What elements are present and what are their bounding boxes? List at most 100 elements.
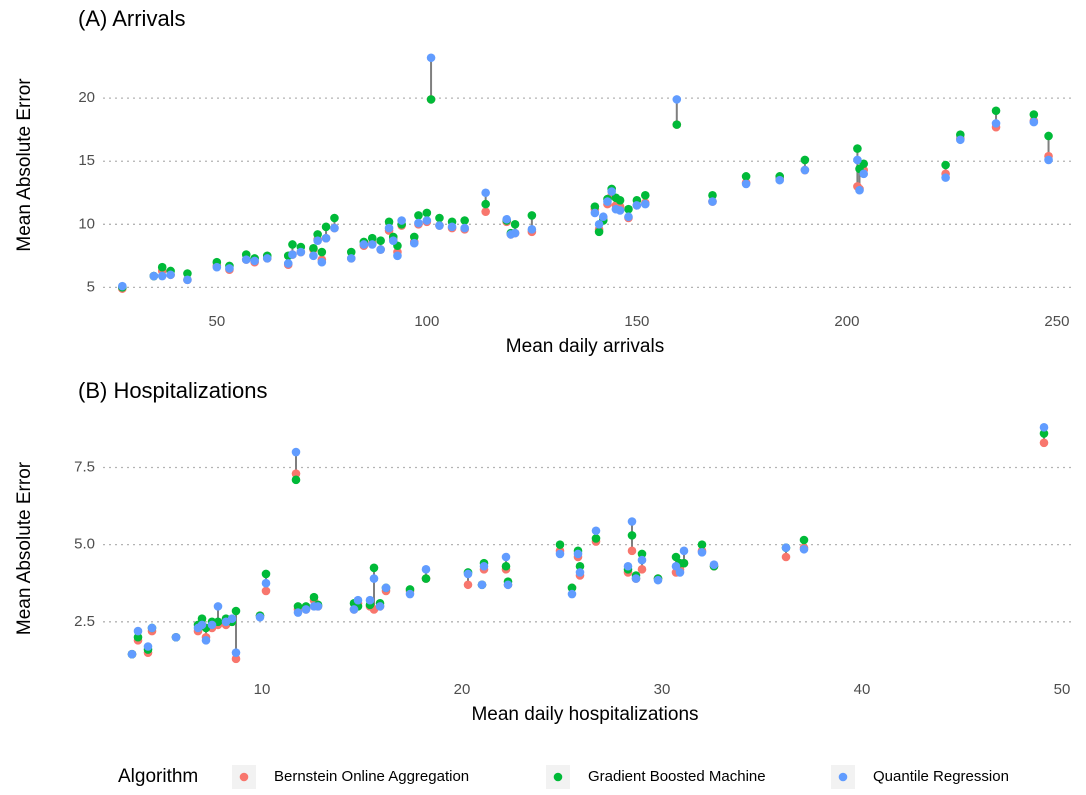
- point: [426, 53, 436, 63]
- point: [477, 580, 487, 590]
- point: [435, 213, 444, 223]
- point: [591, 526, 601, 536]
- point: [627, 531, 637, 540]
- point: [291, 469, 301, 478]
- point: [288, 240, 297, 249]
- legend-swatch: [838, 772, 848, 782]
- point: [675, 568, 685, 577]
- point: [369, 563, 379, 573]
- point: [133, 632, 143, 642]
- point: [409, 232, 419, 242]
- x-tick-label: 20: [454, 681, 471, 698]
- point: [313, 602, 323, 611]
- point: [502, 214, 511, 224]
- point: [421, 565, 431, 574]
- point: [591, 534, 601, 543]
- point: [262, 254, 272, 263]
- y-tick-label: 5: [87, 278, 95, 295]
- point: [859, 159, 869, 169]
- point: [157, 262, 167, 272]
- point: [231, 648, 241, 657]
- point: [460, 223, 469, 233]
- point: [346, 254, 356, 263]
- point: [291, 447, 301, 457]
- point: [575, 561, 585, 571]
- point: [527, 211, 537, 220]
- point: [510, 219, 520, 229]
- point: [367, 233, 377, 243]
- point: [291, 475, 301, 485]
- point: [261, 586, 271, 596]
- point: [1044, 155, 1053, 165]
- point: [133, 626, 143, 636]
- point: [671, 561, 681, 571]
- point: [632, 201, 642, 210]
- point: [197, 614, 207, 624]
- point: [414, 218, 423, 228]
- point: [460, 216, 469, 225]
- point: [941, 173, 950, 182]
- x-tick-label: 40: [854, 681, 871, 698]
- point: [241, 255, 251, 264]
- point: [384, 223, 394, 233]
- point: [376, 236, 385, 246]
- point: [573, 549, 583, 559]
- x-tick-label: 50: [208, 313, 225, 330]
- x-tick-label: 250: [1044, 313, 1069, 330]
- point: [501, 552, 511, 562]
- point: [594, 219, 604, 229]
- panel-title: (B) Hospitalizations: [78, 378, 268, 403]
- point: [859, 169, 869, 179]
- point: [422, 208, 432, 218]
- point: [301, 605, 311, 614]
- x-tick-label: 100: [414, 313, 439, 330]
- point: [590, 208, 600, 218]
- point: [212, 262, 222, 272]
- point: [853, 155, 862, 165]
- point: [575, 568, 585, 577]
- point: [1039, 438, 1049, 448]
- point: [598, 212, 608, 222]
- point: [359, 240, 369, 249]
- point: [367, 240, 377, 249]
- point: [321, 233, 331, 243]
- point: [397, 216, 406, 225]
- point: [157, 271, 167, 281]
- point: [201, 636, 211, 645]
- point: [183, 269, 192, 278]
- point: [293, 602, 303, 611]
- point: [426, 95, 436, 104]
- point: [309, 251, 318, 261]
- point: [671, 552, 681, 562]
- point: [213, 602, 223, 611]
- point: [381, 583, 391, 593]
- point: [672, 95, 682, 104]
- point: [293, 608, 303, 617]
- point: [197, 620, 207, 630]
- point: [481, 207, 490, 216]
- x-axis-label: Mean daily arrivals: [506, 336, 664, 357]
- point: [349, 605, 359, 614]
- point: [384, 217, 394, 227]
- point: [615, 196, 625, 205]
- point: [708, 197, 717, 206]
- point: [637, 565, 647, 574]
- x-tick-label: 10: [254, 681, 271, 698]
- point: [479, 561, 489, 571]
- point: [800, 165, 810, 175]
- point: [709, 560, 719, 570]
- point: [615, 206, 625, 215]
- point: [255, 612, 265, 622]
- point: [463, 580, 473, 590]
- point: [631, 574, 641, 583]
- point: [624, 212, 633, 222]
- point: [1039, 429, 1049, 438]
- point: [775, 175, 785, 185]
- legend-title: Algorithm: [118, 766, 198, 787]
- point: [405, 589, 415, 599]
- point: [481, 199, 490, 209]
- point: [697, 540, 707, 549]
- point: [781, 543, 791, 553]
- point: [231, 654, 241, 664]
- point: [171, 632, 181, 642]
